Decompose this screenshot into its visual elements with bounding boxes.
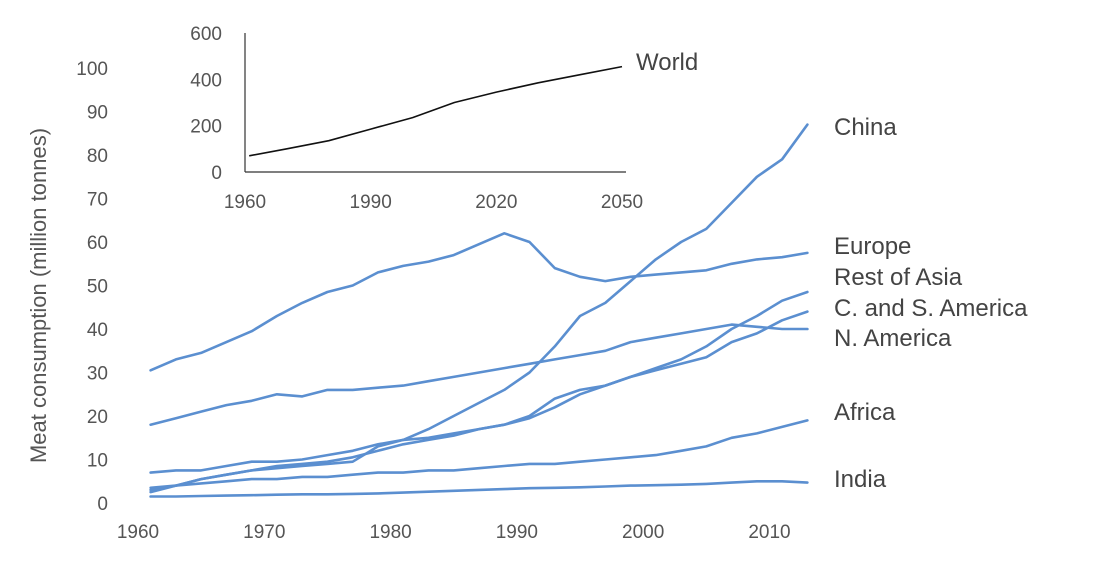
series-label-rest-of-asia: Rest of Asia	[834, 264, 963, 291]
main-x-tick-label: 2010	[748, 522, 790, 543]
main-x-tick-label: 1970	[243, 522, 285, 543]
series-label-n-america: N. America	[834, 325, 952, 352]
inset-x-tick-label: 2020	[475, 192, 517, 213]
series-line-c-and-s-america	[149, 310, 809, 474]
main-y-tick-label: 90	[87, 103, 108, 124]
main-y-tick-label: 70	[87, 190, 108, 211]
series-label-china: China	[834, 114, 897, 141]
series-label-c-and-s-america: C. and S. America	[834, 295, 1028, 322]
series-label-india: India	[834, 466, 887, 493]
main-x-tick-label: 1980	[369, 522, 411, 543]
main-y-tick-label: 60	[87, 233, 108, 254]
main-x-tick-label: 1990	[496, 522, 538, 543]
inset-x-tick-label: 2050	[601, 192, 643, 213]
series-line-europe	[149, 232, 809, 372]
main-y-tick-label: 50	[87, 277, 108, 298]
main-y-tick-label: 30	[87, 364, 108, 385]
inset-x-tick-label: 1960	[224, 192, 266, 213]
main-y-tick-label: 40	[87, 320, 108, 341]
main-x-tick-label: 2000	[622, 522, 664, 543]
inset-series-line-world	[249, 65, 623, 157]
series-line-china	[149, 123, 809, 494]
series-line-africa	[149, 419, 809, 490]
main-y-tick-label: 0	[97, 494, 108, 515]
main-y-tick-label: 80	[87, 146, 108, 167]
main-y-tick-label: 20	[87, 407, 108, 428]
inset-series-label-world: World	[636, 49, 698, 76]
series-label-europe: Europe	[834, 233, 911, 260]
series-line-n-america	[149, 323, 809, 427]
main-y-axis-title: Meat consumption (million tonnes)	[26, 128, 51, 463]
inset-y-tick-label: 600	[190, 24, 222, 45]
series-line-rest-of-asia	[149, 290, 809, 492]
main-x-tick-label: 1960	[117, 522, 159, 543]
inset-y-tick-label: 200	[190, 117, 222, 138]
inset-x-tick-label: 1990	[350, 192, 392, 213]
main-y-tick-label: 100	[76, 59, 108, 80]
inset-y-tick-label: 0	[211, 163, 222, 184]
series-label-africa: Africa	[834, 399, 896, 426]
series-line-india	[149, 479, 809, 498]
inset-y-tick-label: 400	[190, 70, 222, 91]
main-y-tick-label: 10	[87, 451, 108, 472]
